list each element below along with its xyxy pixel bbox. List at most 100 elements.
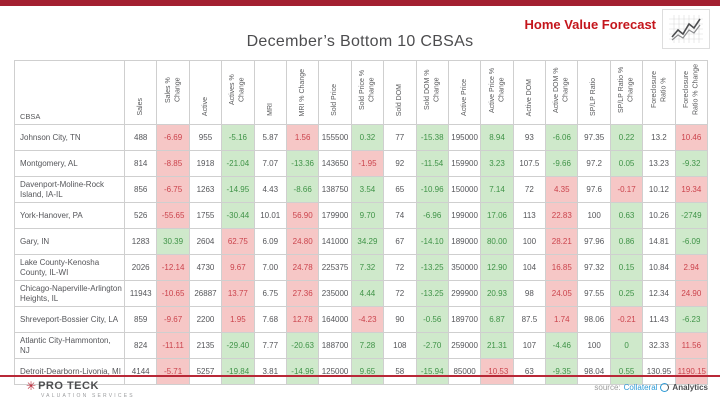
value-cell: 7.77 <box>253 332 287 359</box>
value-cell: 90 <box>383 306 417 333</box>
column-header: SP/LP Ratio % Change <box>609 60 644 125</box>
value-cell: 65 <box>383 176 417 203</box>
value-cell: 195000 <box>447 124 482 151</box>
column-header-label: SP/LP Ratio % Change <box>618 66 635 114</box>
value-cell: 4.43 <box>253 176 287 203</box>
value-cell: -14.95 <box>221 176 255 203</box>
value-cell: 56.90 <box>285 202 320 229</box>
value-cell: 0.22 <box>609 124 644 151</box>
value-cell: -6.96 <box>415 202 449 229</box>
cbsa-name-cell: York-Hanover, PA <box>14 202 125 229</box>
value-cell: 143650 <box>318 150 352 177</box>
value-cell: -9.67 <box>156 306 190 333</box>
value-cell: 16.85 <box>545 254 579 281</box>
value-cell: 107.5 <box>512 150 547 177</box>
value-cell: 8.94 <box>480 124 514 151</box>
value-cell: -21.04 <box>221 150 255 177</box>
value-cell: 12.78 <box>285 306 320 333</box>
collateral-analytics-icon <box>660 383 670 392</box>
value-cell: 0.63 <box>609 202 644 229</box>
cbsa-name-cell: Gary, IN <box>14 228 125 255</box>
footer-divider <box>0 375 720 377</box>
report-brand-title: Home Value Forecast <box>524 17 657 32</box>
value-cell: 526 <box>123 202 158 229</box>
value-cell: 225375 <box>318 254 352 281</box>
value-cell: 188700 <box>318 332 352 359</box>
column-header-label: Active Price % Change <box>488 67 505 113</box>
column-header: SP/LP Ratio <box>577 60 611 125</box>
value-cell: 104 <box>512 254 547 281</box>
value-cell: -13.25 <box>415 254 449 281</box>
column-header: Sold DOM <box>383 60 417 125</box>
value-cell: 0.05 <box>609 150 644 177</box>
value-cell: -2.70 <box>415 332 449 359</box>
column-header-label: Foreclosure Ratio % <box>650 71 667 109</box>
source-brand-analytics: Analytics <box>672 383 708 392</box>
table-row: Atlantic City-Hammonton, NJ 824 -11.11 2135… <box>14 332 709 359</box>
value-cell: 24.78 <box>285 254 320 281</box>
value-cell: -9.32 <box>674 150 709 177</box>
logo-secondary-text: VALUATION SERVICES <box>41 393 135 399</box>
value-cell: 5257 <box>188 358 223 385</box>
value-cell: 24.90 <box>674 280 709 307</box>
column-header-label: Sold Price <box>331 84 339 116</box>
value-cell: 12.90 <box>480 254 514 281</box>
column-header-label: Sold DOM % Change <box>423 69 441 111</box>
value-cell: -15.38 <box>415 124 449 151</box>
value-cell: 0.32 <box>350 124 385 151</box>
column-header-label: Active Price <box>460 79 468 116</box>
column-header-label: Active DOM % Change <box>553 67 570 113</box>
value-cell: 0.25 <box>609 280 644 307</box>
value-cell: -0.56 <box>415 306 449 333</box>
column-header-label: SP/LP Ratio <box>590 77 598 116</box>
value-cell: 814 <box>123 150 158 177</box>
column-header-label: Actives % Change <box>229 74 246 106</box>
value-cell: 130.95 <box>642 358 676 385</box>
value-cell: -4.23 <box>350 306 385 333</box>
value-cell: -30.44 <box>221 202 255 229</box>
value-cell: 138750 <box>318 176 352 203</box>
value-cell: 6.09 <box>253 228 287 255</box>
value-cell: 98.04 <box>577 358 611 385</box>
page-title: December’s Bottom 10 CBSAs <box>246 33 474 50</box>
column-header-cbsa: CBSA <box>14 60 125 125</box>
value-cell: 27.36 <box>285 280 320 307</box>
value-cell: 28.21 <box>545 228 579 255</box>
value-cell: 21.31 <box>480 332 514 359</box>
value-cell: -12.14 <box>156 254 190 281</box>
value-cell: 100 <box>512 228 547 255</box>
column-header-label: MRI % Change <box>298 68 306 116</box>
value-cell: -19.84 <box>221 358 255 385</box>
line-chart-icon <box>662 9 710 49</box>
value-cell: 98 <box>512 280 547 307</box>
value-cell: 72 <box>383 254 417 281</box>
value-cell: 10.46 <box>674 124 709 151</box>
value-cell: 955 <box>188 124 223 151</box>
value-cell: 97.6 <box>577 176 611 203</box>
value-cell: -0.21 <box>609 306 644 333</box>
top-accent-bar <box>0 0 720 6</box>
value-cell: -6.75 <box>156 176 190 203</box>
value-cell: 97.35 <box>577 124 611 151</box>
cbsa-table-wrap: CBSA Sales Sales % Change Active Actives % C… <box>14 60 709 385</box>
value-cell: 2026 <box>123 254 158 281</box>
value-cell: 1.74 <box>545 306 579 333</box>
value-cell: 189000 <box>447 228 482 255</box>
value-cell: 9.65 <box>350 358 385 385</box>
table-row: Shreveport-Bossier City, LA 859 -9.67 2200 1… <box>14 306 709 333</box>
value-cell: 74 <box>383 202 417 229</box>
value-cell: -9.66 <box>545 150 579 177</box>
column-header: MRI % Change <box>285 60 320 125</box>
value-cell: 80.00 <box>480 228 514 255</box>
column-header: Sold Price % Change <box>350 60 385 125</box>
column-header: Foreclosure Ratio % Change <box>674 60 709 125</box>
asterisk-icon: ✳ <box>26 379 37 393</box>
value-cell: 859 <box>123 306 158 333</box>
value-cell: 30.39 <box>156 228 190 255</box>
value-cell: 10.84 <box>642 254 676 281</box>
proteck-logo: ✳ PRO TECK VALUATION SERVICES <box>26 380 135 399</box>
value-cell: 0 <box>609 332 644 359</box>
value-cell: 107 <box>512 332 547 359</box>
table-row: Montgomery, AL 814 -8.85 1918 -21.04 7.07 -13.… <box>14 150 709 177</box>
column-header: Sales % Change <box>156 60 190 125</box>
